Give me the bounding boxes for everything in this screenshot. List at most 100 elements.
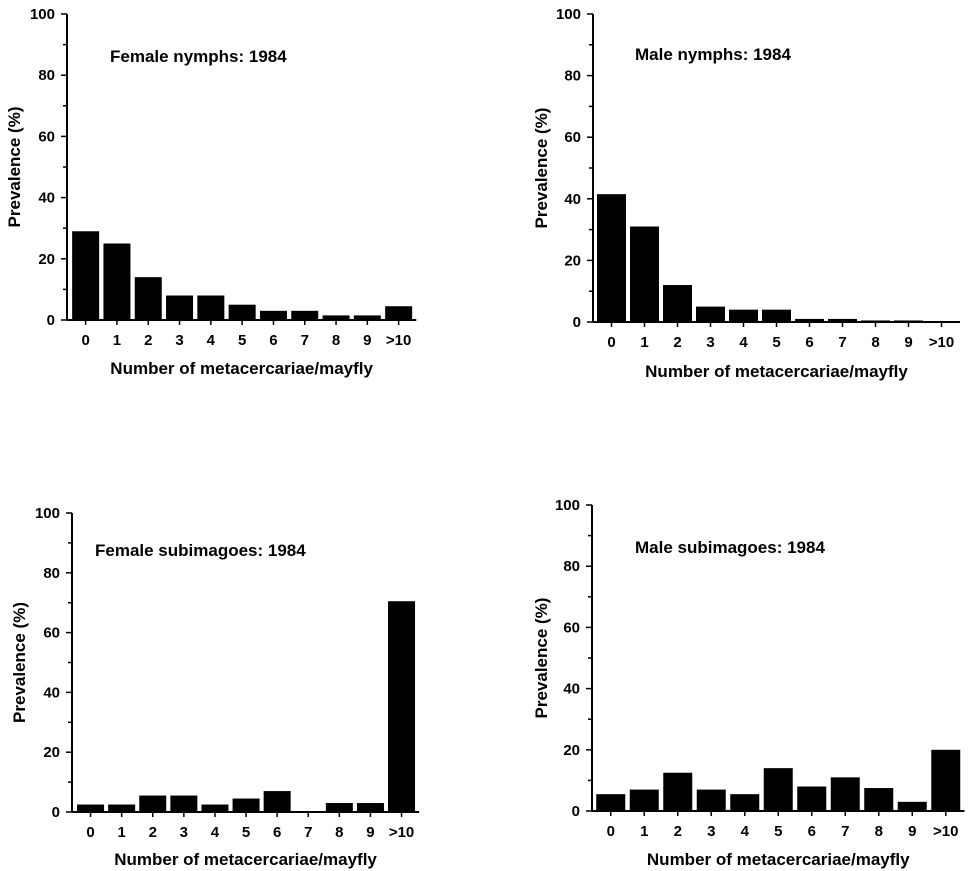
x-tick-label: 0 [607, 823, 615, 840]
chart-panel-male-nymphs: 0 20 40 60 80 100 0 1 2 3 4 5 6 7 8 9 >10 Male nymphs: 1… [532, 6, 960, 381]
bar [325, 803, 353, 812]
y-tick-label: 80 [43, 565, 60, 582]
y-tick-label: 80 [564, 68, 581, 85]
x-axis-label: Number of metacercariae/mayfly [110, 359, 373, 378]
ticks: 0 20 40 60 80 100 0 1 2 3 4 5 6 7 8 9 >10 [555, 497, 959, 840]
bar [696, 789, 726, 811]
bar [663, 772, 693, 811]
y-tick-label: 40 [43, 684, 60, 701]
y-tick-label: 0 [52, 804, 60, 821]
x-tick-label: 1 [117, 824, 125, 841]
y-axis-label: Prevalence (%) [5, 107, 24, 228]
bar [197, 295, 225, 320]
bar [830, 777, 860, 811]
x-tick-label: 9 [904, 334, 912, 351]
y-axis-label: Prevalence (%) [532, 108, 551, 229]
x-tick-label: 7 [841, 823, 849, 840]
y-tick-label: 100 [556, 6, 581, 23]
bar [763, 768, 793, 811]
y-axis-label: Prevalence (%) [532, 598, 551, 719]
y-tick-label: 0 [47, 312, 55, 329]
bar [629, 789, 659, 811]
ticks: 0 20 40 60 80 100 0 1 2 3 4 5 6 7 8 9 >10 [35, 505, 414, 841]
chart-title: Female nymphs: 1984 [110, 47, 287, 66]
x-tick-label: 2 [674, 823, 682, 840]
x-tick-label: 0 [86, 824, 94, 841]
x-tick-label: 1 [640, 334, 648, 351]
x-tick-label: 4 [207, 332, 216, 349]
y-tick-label: 100 [35, 505, 60, 522]
y-tick-label: 0 [573, 314, 581, 331]
bar [72, 231, 100, 320]
bar [762, 309, 791, 322]
bar [597, 194, 626, 322]
x-tick-label: 2 [149, 824, 157, 841]
y-tick-label: 40 [38, 190, 55, 207]
x-tick-label: 5 [772, 334, 780, 351]
bar [729, 309, 758, 322]
bar [201, 804, 229, 812]
chart-title: Male subimagoes: 1984 [635, 538, 825, 557]
y-tick-label: 20 [564, 252, 581, 269]
bar [696, 306, 725, 322]
bar [291, 310, 319, 320]
y-tick-label: 40 [563, 681, 580, 698]
bar [263, 791, 291, 812]
y-tick-label: 100 [30, 6, 55, 23]
y-axis-label: Prevalence (%) [10, 602, 29, 723]
x-tick-label: 6 [269, 332, 277, 349]
bar [385, 306, 413, 320]
bar [897, 801, 927, 811]
x-tick-label: >10 [389, 824, 414, 841]
x-tick-label: 8 [332, 332, 340, 349]
x-tick-label: 0 [607, 334, 615, 351]
bar [170, 795, 198, 812]
x-tick-label: 8 [871, 334, 879, 351]
x-tick-label: 5 [774, 823, 782, 840]
y-tick-label: 60 [563, 619, 580, 636]
y-tick-label: 20 [563, 742, 580, 759]
ticks: 0 20 40 60 80 100 0 1 2 3 4 5 6 7 8 9 >10 [30, 6, 411, 349]
y-tick-label: 60 [43, 625, 60, 642]
chart-title: Male nymphs: 1984 [635, 45, 791, 64]
chart-panel-female-subimagoes: 0 20 40 60 80 100 0 1 2 3 4 5 6 7 8 9 >10 Female subimag… [10, 505, 420, 869]
y-tick-label: 80 [38, 67, 55, 84]
bars [597, 194, 923, 322]
y-tick-label: 100 [555, 497, 580, 514]
chart-panel-male-subimagoes: 0 20 40 60 80 100 0 1 2 3 4 5 6 7 8 9 >10 Male subimagoe… [532, 497, 965, 869]
chart-title: Female subimagoes: 1984 [95, 541, 306, 560]
x-tick-label: 6 [805, 334, 813, 351]
x-tick-label: 2 [673, 334, 681, 351]
x-tick-label: 6 [808, 823, 816, 840]
x-tick-label: 8 [335, 824, 343, 841]
x-tick-label: 4 [211, 824, 220, 841]
bar [77, 804, 105, 812]
x-tick-label: 3 [706, 334, 714, 351]
y-tick-label: 40 [564, 191, 581, 208]
x-tick-label: 9 [908, 823, 916, 840]
bar [828, 318, 857, 322]
bar [797, 786, 827, 811]
bar [166, 295, 194, 320]
bar [356, 803, 384, 812]
bar [630, 226, 659, 322]
y-tick-label: 80 [563, 558, 580, 575]
bars [77, 601, 416, 812]
bar [795, 318, 824, 322]
x-tick-label: >10 [929, 334, 954, 351]
x-tick-label: 6 [273, 824, 281, 841]
y-tick-label: 60 [38, 128, 55, 145]
x-tick-label: 1 [113, 332, 121, 349]
x-axis-label: Number of metacercariae/mayfly [647, 850, 910, 869]
bar [894, 320, 923, 322]
bar [730, 794, 760, 811]
x-tick-label: 1 [640, 823, 648, 840]
bars [72, 231, 413, 320]
chart-panel-female-nymphs: 0 20 40 60 80 100 0 1 2 3 4 5 6 7 8 9 >10 Female nymphs:… [5, 6, 417, 378]
bar [353, 315, 381, 320]
bar [108, 804, 136, 812]
ticks: 0 20 40 60 80 100 0 1 2 3 4 5 6 7 8 9 >10 [556, 6, 954, 351]
bar [596, 794, 626, 811]
x-tick-label: 9 [366, 824, 374, 841]
